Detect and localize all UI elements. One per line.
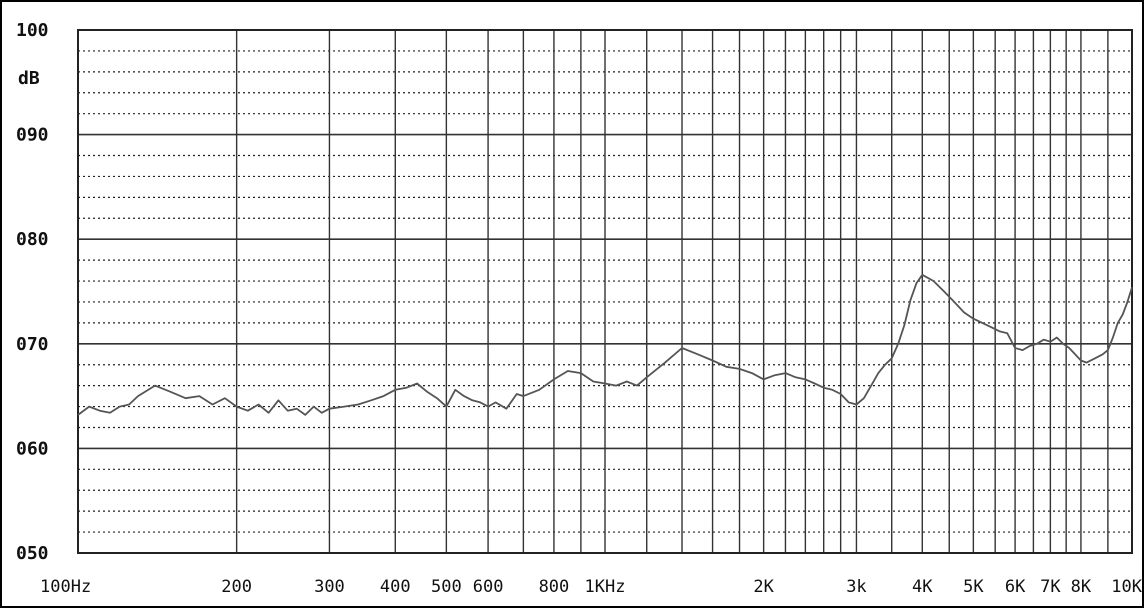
x-tick-label: 100Hz — [40, 577, 91, 597]
x-tick-label: 5K — [963, 577, 984, 597]
x-tick-label: 400 — [380, 577, 411, 597]
x-tick-label: 8K — [1071, 577, 1092, 597]
x-tick-label: 4K — [912, 577, 933, 597]
x-tick-label: 1KHz — [585, 577, 626, 597]
y-tick-label: 070 — [16, 334, 49, 355]
x-tick-label: 10K — [1111, 577, 1142, 597]
x-tick-label: 200 — [221, 577, 252, 597]
y-tick-label: 060 — [16, 438, 49, 459]
x-tick-label: 3k — [846, 577, 866, 597]
y-tick-label: 090 — [16, 125, 49, 146]
y-tick-label: 100 — [16, 20, 49, 41]
y-tick-label: 050 — [16, 543, 49, 564]
plot-border — [77, 29, 1133, 554]
x-tick-label: 800 — [539, 577, 570, 597]
response-series-line — [77, 273, 1133, 416]
x-tick-label: 6K — [1005, 577, 1026, 597]
x-tick-label: 600 — [473, 577, 504, 597]
x-tick-label: 300 — [314, 577, 345, 597]
y-tick-label: 080 — [16, 229, 49, 250]
x-tick-label: 2K — [753, 577, 774, 597]
y-axis-label: dB — [18, 68, 40, 89]
x-tick-label: 7K — [1040, 577, 1061, 597]
x-tick-label: 500 — [431, 577, 462, 597]
